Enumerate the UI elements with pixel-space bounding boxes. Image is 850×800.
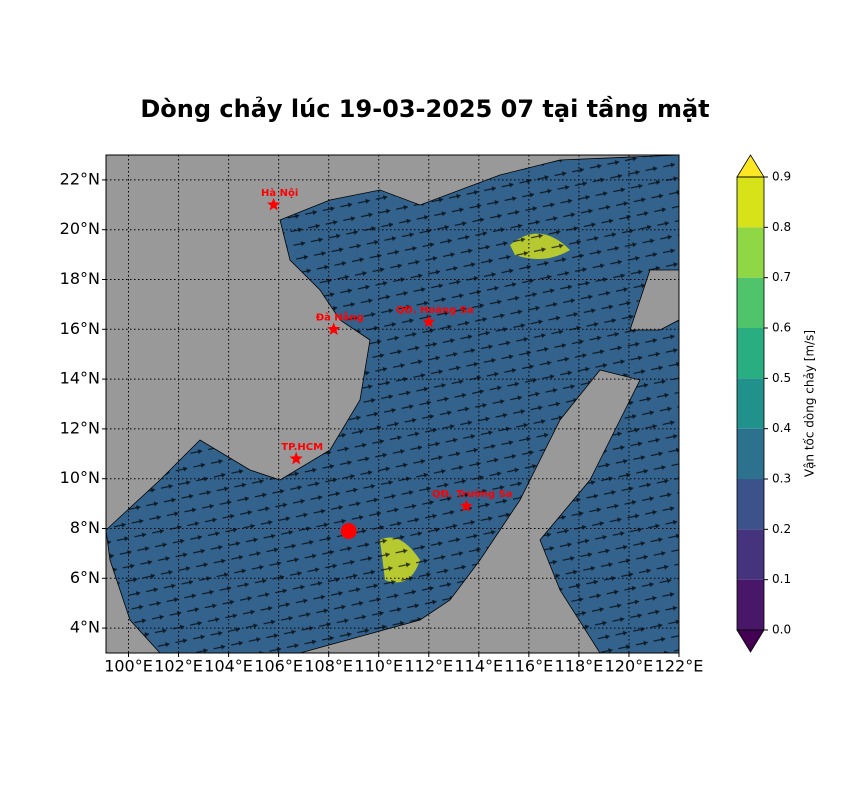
x-tick-label: 110°E [354, 657, 403, 676]
place-marker [267, 197, 281, 211]
x-tick-label: 122°E [655, 657, 704, 676]
colorbar-band [737, 328, 764, 379]
colorbar-band [737, 579, 764, 630]
x-tick-label: 120°E [605, 657, 654, 676]
colorbar-over [736, 154, 765, 178]
grid [106, 155, 679, 653]
colorbar-tick-label: 0.1 [772, 572, 791, 586]
y-tick-label: 16°N [60, 319, 100, 338]
colorbar-tick-label: 0.8 [772, 220, 791, 234]
place-marker [459, 499, 473, 512]
map-area: Hà Nội Đà Nẵng QĐ. Hoàng Sa TP.HCM QĐ. Trườn… [106, 155, 679, 653]
x-tick-label: 116°E [505, 657, 554, 676]
y-tick-label: 20°N [60, 219, 100, 238]
colorbar-band [737, 428, 764, 479]
y-tick-label: 18°N [60, 269, 100, 288]
x-tick-label: 118°E [555, 657, 604, 676]
place-marker [289, 451, 303, 465]
colorbar-tick-label: 0.2 [772, 522, 791, 536]
location-point [340, 522, 357, 539]
places: Hà Nội Đà Nẵng QĐ. Hoàng Sa TP.HCM QĐ. Trườn… [261, 187, 513, 539]
colorbar-tick-label: 0.0 [772, 623, 791, 637]
colorbar-band [737, 277, 764, 328]
place-label: QĐ. Hoàng Sa [396, 304, 474, 316]
colorbar-tick-label: 0.9 [772, 170, 791, 184]
colorbar-band [737, 177, 764, 228]
y-tick-label: 4°N [70, 618, 100, 637]
place-label: QĐ. Trường Sa [432, 488, 513, 500]
colorbar-tick-label: 0.5 [772, 371, 791, 385]
y-tick-label: 6°N [70, 568, 100, 587]
colorbar-under [736, 629, 765, 653]
colorbar: 0.0 0.1 0.2 0.3 0.4 0.5 0.6 0.7 0.8 0.9 Vận tốc dò… [736, 154, 817, 653]
place-label: TP.HCM [281, 442, 323, 453]
y-tick-label: 10°N [60, 468, 100, 487]
y-tick-label: 22°N [60, 169, 100, 188]
y-tick-label: 8°N [70, 518, 100, 537]
colorbar-tick-label: 0.4 [772, 421, 791, 435]
y-tick-label: 12°N [60, 418, 100, 437]
place-marker [422, 314, 436, 328]
colorbar-tick-label: 0.6 [772, 321, 791, 335]
colorbar-band [737, 378, 764, 429]
place-marker [327, 322, 341, 335]
y-tick-label: 14°N [60, 369, 100, 388]
x-tick-label: 104°E [204, 657, 253, 676]
colorbar-label: Vận tốc dòng chảy [m/s] [803, 330, 817, 477]
colorbar-band [737, 529, 764, 580]
place-label: Hà Nội [261, 187, 298, 199]
colorbar-tick-label: 0.3 [772, 472, 791, 486]
x-tick-label: 100°E [104, 657, 153, 676]
colorbar-band [737, 479, 764, 530]
map-frame [105, 154, 680, 654]
arrow-field [106, 155, 679, 653]
x-tick-label: 108°E [304, 657, 353, 676]
place-label: Đà Nẵng [316, 310, 364, 323]
map-title: Dòng chảy lúc 19-03-2025 07 tại tầng mặt [140, 95, 709, 123]
x-tick-label: 114°E [454, 657, 503, 676]
x-tick-label: 106°E [254, 657, 303, 676]
colorbar-frame [736, 176, 765, 631]
x-tick-label: 102°E [154, 657, 203, 676]
colorbar-band [737, 227, 764, 278]
colorbar-tick-label: 0.7 [772, 270, 791, 284]
x-tick-label: 112°E [404, 657, 453, 676]
